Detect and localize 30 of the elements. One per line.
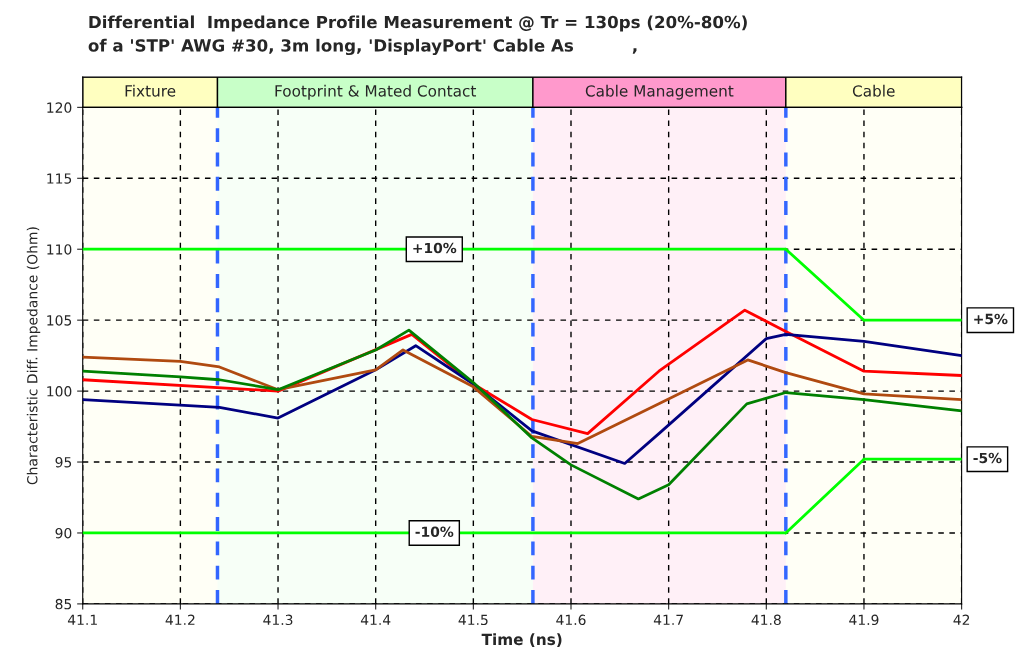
x-tick-label: 42: [953, 614, 970, 625]
y-tick-label: 85: [55, 598, 72, 610]
series-label: -5%: [973, 452, 1002, 464]
band-label: Cable: [852, 84, 895, 97]
y-tick-label: 115: [47, 173, 72, 184]
x-tick-label: 41.7: [653, 614, 683, 625]
band-label: Footprint & Mated Contact: [275, 84, 477, 100]
x-tick-label: 41.3: [263, 614, 293, 626]
x-tick-label: 41.4: [360, 614, 391, 625]
chart-subtitle: of a 'STP' AWG #30, 3m long, 'DisplayPort' Cable As ,: [88, 38, 637, 56]
series-label: -10%: [415, 526, 454, 537]
chart-title: Differential Impedance Profile Measurement @ Tr = 130ps (20%-80%): [89, 15, 747, 32]
band-label: Cable Management: [585, 84, 734, 100]
y-tick-label: 95: [55, 457, 72, 468]
x-tick-label: 41.5: [458, 614, 488, 626]
y-tick-label: 105: [47, 315, 72, 326]
x-tick-label: 41.9: [849, 614, 879, 626]
y-tick-label: 90: [55, 527, 72, 539]
y-tick-label: 120: [47, 102, 72, 113]
series-label: +10%: [413, 242, 457, 254]
band-label: Fixture: [125, 84, 176, 97]
x-tick-label: 41.8: [751, 614, 781, 626]
x-tick-label: 41.2: [165, 614, 195, 625]
y-tick-label: 100: [47, 386, 72, 397]
y-tick-label: 110: [47, 244, 72, 255]
series-label: +5%: [974, 313, 1008, 325]
x-axis-title: Time (ns): [481, 633, 562, 647]
x-tick-label: 41.6: [556, 614, 586, 626]
y-axis-title: Characteristic Diff. Impedance (Ohm): [26, 227, 41, 485]
x-tick-label: 41.1: [67, 614, 97, 625]
